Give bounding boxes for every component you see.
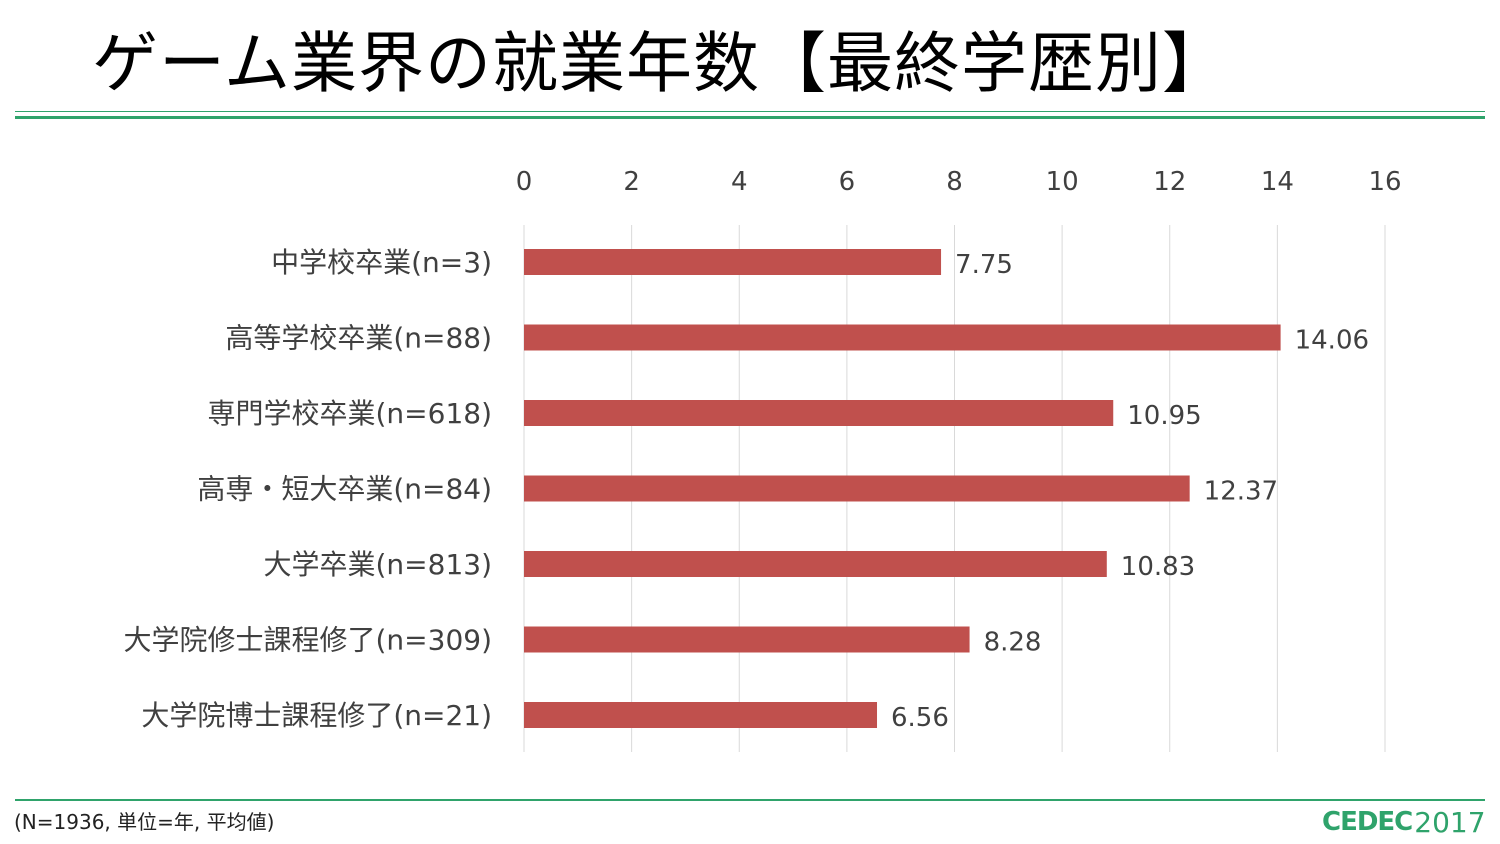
x-tick-label: 10 — [1046, 167, 1079, 197]
bars — [524, 249, 1281, 728]
category-labels: 中学校卒業(n=3) 高等学校卒業(n=88) 専門学校卒業(n=618) 高専・短大… — [124, 246, 493, 732]
x-tick-label: 4 — [731, 167, 748, 197]
title-divider-thin — [15, 111, 1485, 112]
bar-chart: 0 2 4 6 8 10 12 14 16 中学校卒業(n=3) 高等学校卒業(n=88) 専門学校… — [124, 167, 1402, 752]
x-axis-tick-labels: 0 2 4 6 8 10 12 14 16 — [516, 167, 1402, 197]
x-tick-label: 6 — [839, 167, 856, 197]
value-label: 6.56 — [891, 703, 949, 733]
bar — [524, 702, 878, 728]
bar — [524, 551, 1107, 577]
title-divider-thick — [15, 116, 1485, 119]
cedec-logo: CEDEC 2017 — [1322, 804, 1486, 840]
bar — [524, 626, 970, 653]
x-tick-label: 14 — [1261, 167, 1294, 197]
category-label: 大学院修士課程修了(n=309) — [124, 624, 493, 657]
data-labels: 7.75 14.06 10.95 12.37 10.83 8.28 6.56 — [891, 250, 1369, 733]
category-label: 大学卒業(n=813) — [264, 548, 493, 581]
value-label: 8.28 — [984, 628, 1042, 658]
logo-brand: CEDEC — [1322, 807, 1413, 837]
category-label: 専門学校卒業(n=618) — [208, 397, 493, 430]
bar — [524, 400, 1114, 426]
logo-year: 2017 — [1414, 805, 1486, 839]
category-label: 高専・短大卒業(n=84) — [197, 473, 492, 506]
value-label: 7.75 — [955, 250, 1013, 280]
x-tick-label: 12 — [1153, 167, 1186, 197]
bar — [524, 324, 1281, 351]
value-label: 10.95 — [1127, 401, 1201, 431]
footnote: (N=1936, 単位=年, 平均値) — [14, 810, 275, 834]
slide-title: ゲーム業界の就業年数【最終学歴別】 — [92, 25, 1230, 102]
x-tick-label: 0 — [516, 167, 533, 197]
category-label: 大学院博士課程修了(n=21) — [141, 699, 492, 732]
footer-divider — [15, 799, 1485, 801]
value-label: 14.06 — [1295, 326, 1369, 356]
bar — [524, 249, 942, 275]
category-label: 中学校卒業(n=3) — [271, 246, 492, 279]
category-label: 高等学校卒業(n=88) — [225, 322, 492, 355]
value-label: 10.83 — [1121, 552, 1195, 582]
x-tick-label: 2 — [623, 167, 640, 197]
x-tick-label: 16 — [1368, 167, 1401, 197]
x-tick-label: 8 — [946, 167, 963, 197]
bar — [524, 475, 1190, 502]
value-label: 12.37 — [1204, 477, 1278, 507]
